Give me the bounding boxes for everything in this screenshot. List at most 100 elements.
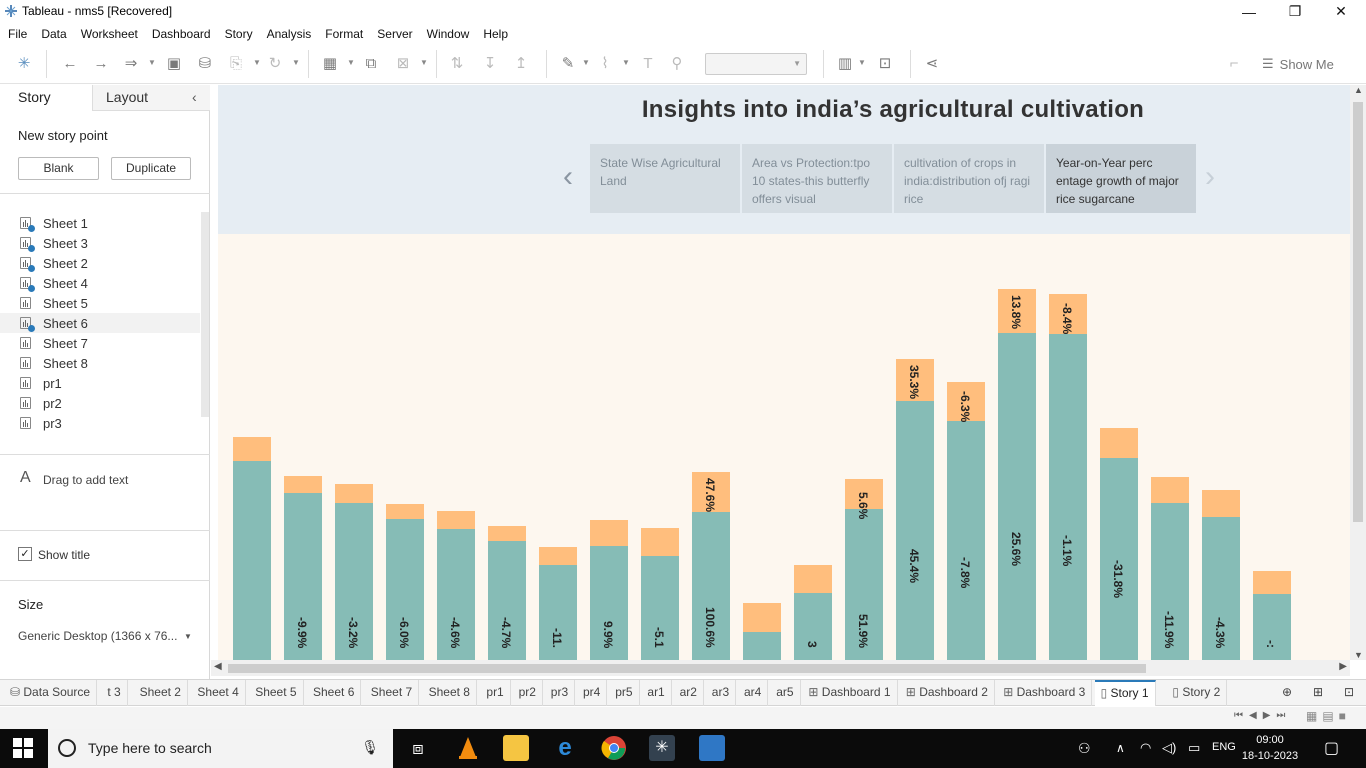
presentation-icon[interactable]: ⊡ [878, 55, 892, 72]
bar-segment-base[interactable] [1253, 594, 1291, 660]
bar-segment-top[interactable] [1151, 477, 1189, 503]
menu-format[interactable]: Format [325, 26, 364, 41]
menu-analysis[interactable]: Analysis [266, 26, 312, 41]
bar-segment-top[interactable] [947, 381, 985, 421]
windows-start-icon[interactable] [12, 737, 34, 759]
cards-icon[interactable]: ▥ [837, 55, 853, 72]
task-view-icon[interactable]: ⧈ [412, 738, 424, 758]
story-point-4[interactable]: Year-on-Year perc entage growth of major… [1046, 144, 1196, 213]
menu-window[interactable]: Window [426, 26, 470, 41]
people-icon[interactable]: ⚇ [1078, 740, 1091, 756]
duplicate-sheet-icon[interactable]: ⧉ [365, 55, 377, 72]
fit-dropdown[interactable]: ▼ [705, 53, 807, 75]
bar-segment-top[interactable] [1049, 294, 1087, 334]
size-dropdown[interactable]: Generic Desktop (1366 x 76... [18, 629, 178, 643]
sheet-tab[interactable]: ⊞ Dashboard 3 [997, 680, 1093, 706]
sheet-list-item[interactable]: Sheet 1 [0, 213, 200, 233]
sheet-tab[interactable]: ▯ Story 1 [1094, 680, 1156, 706]
photos-icon[interactable] [699, 735, 725, 761]
sheet-list-item[interactable]: pr3 [0, 413, 200, 433]
chevron-down-icon[interactable]: ▼ [184, 632, 192, 641]
bar-segment-top[interactable] [437, 511, 475, 529]
sheet-tab[interactable]: pr5 [609, 680, 640, 706]
sheet-list-item[interactable]: Sheet 6 [0, 313, 200, 333]
save-icon[interactable]: ▣ [166, 55, 182, 72]
menu-worksheet[interactable]: Worksheet [80, 26, 138, 41]
taskbar-search-box[interactable]: 🎙 [48, 729, 393, 768]
redo-icon[interactable]: → [93, 55, 109, 72]
bar-segment-base[interactable] [743, 631, 781, 660]
bar-segment-base[interactable] [233, 461, 271, 660]
next-story-point-icon[interactable]: › [1205, 160, 1215, 193]
close-button[interactable]: ✕ [1335, 3, 1347, 19]
new-story-icon[interactable]: ⊡ [1344, 685, 1355, 699]
sheet-tab[interactable]: ⛁ Data Source [4, 680, 98, 706]
show-title-checkbox[interactable]: ✓ [18, 547, 32, 561]
refresh-icon[interactable]: ↻ [268, 55, 282, 72]
pause-updates-icon[interactable]: ⎘ [229, 55, 242, 72]
swap-icon[interactable]: ⇅ [450, 55, 464, 72]
tab-layout[interactable]: Layout [92, 85, 210, 111]
clear-sheet-icon[interactable]: ⊠ [396, 55, 410, 72]
sheet-list-item[interactable]: pr2 [0, 393, 200, 413]
bar-segment-top[interactable] [1202, 490, 1240, 517]
sheet-list-scrollbar[interactable] [201, 212, 209, 417]
bar-segment-base[interactable] [335, 502, 373, 660]
notifications-icon[interactable]: ▢ [1324, 740, 1340, 757]
bar-segment-top[interactable] [539, 546, 577, 565]
chevron-up-icon[interactable]: ∧ [1116, 741, 1125, 755]
menu-server[interactable]: Server [377, 26, 413, 41]
previous-story-point-icon[interactable]: ‹ [563, 160, 573, 193]
collapse-pane-icon[interactable]: ‹ [192, 89, 197, 105]
bar-segment-top[interactable] [1253, 571, 1291, 594]
sheet-tab[interactable]: ar4 [738, 680, 769, 706]
story-point-1[interactable]: State Wise Agricultural Land [590, 144, 740, 213]
tab-story[interactable]: Story [18, 89, 51, 105]
show-me-button[interactable]: ☰ Show Me [1262, 54, 1334, 74]
sort-desc-icon[interactable]: ↥ [514, 55, 528, 72]
bar-segment-base[interactable] [896, 400, 934, 660]
bar-segment-base[interactable] [539, 564, 577, 660]
bar-segment-top[interactable] [386, 503, 424, 519]
sheet-tab[interactable]: ar1 [641, 680, 672, 706]
wifi-icon[interactable]: ◠ [1140, 740, 1152, 755]
bar-segment-top[interactable] [590, 520, 628, 546]
blank-button[interactable]: Blank [18, 157, 99, 180]
bar-segment-base[interactable] [845, 509, 883, 660]
sheet-tab[interactable]: pr1 [480, 680, 511, 706]
sheet-tab[interactable]: Sheet 8 [423, 680, 477, 706]
sheet-list-item[interactable]: Sheet 3 [0, 233, 200, 253]
tableau-home-icon[interactable]: ✳ [17, 55, 31, 72]
battery-icon[interactable]: ▭ [1188, 740, 1201, 755]
bar-segment-base[interactable] [1100, 458, 1138, 660]
canvas-vertical-scrollbar[interactable]: ▲ ▼ [1350, 85, 1366, 660]
sheet-tab[interactable]: pr2 [513, 680, 543, 706]
new-data-source-icon[interactable]: ⛁ [198, 55, 212, 72]
pin-icon[interactable]: ⚲ [671, 55, 683, 72]
sheet-tab[interactable]: pr4 [577, 680, 608, 706]
language-indicator[interactable]: ENG [1212, 741, 1236, 753]
chrome-icon[interactable] [601, 735, 627, 761]
sheet-tab[interactable]: ⊞ Dashboard 1 [802, 680, 898, 706]
vlc-icon[interactable] [455, 735, 481, 761]
sheet-list-item[interactable]: Sheet 8 [0, 353, 200, 373]
sort-asc-icon[interactable]: ↧ [483, 55, 497, 72]
bar-segment-top[interactable] [845, 479, 883, 510]
sheet-list-item[interactable]: Sheet 4 [0, 273, 200, 293]
story-point-3[interactable]: cultivation of crops in india:distributi… [894, 144, 1044, 213]
story-point-2[interactable]: Area vs Protection:tpo 10 states-this bu… [742, 144, 892, 213]
tableau-app-icon[interactable]: ✳ [649, 735, 675, 761]
bar-segment-base[interactable] [998, 332, 1036, 660]
new-worksheet-icon[interactable]: ⊕ [1282, 685, 1293, 699]
drag-to-add-text[interactable]: Drag to add text [43, 473, 129, 487]
bar-segment-top[interactable] [335, 483, 373, 503]
sheet-list-item[interactable]: pr1 [0, 373, 200, 393]
sheet-tab[interactable]: ⊞ Dashboard 2 [900, 680, 995, 706]
bar-segment-base[interactable] [284, 493, 322, 660]
labels-icon[interactable]: T [643, 55, 653, 72]
bar-segment-top[interactable] [233, 436, 271, 462]
sheet-tab[interactable]: ar3 [706, 680, 737, 706]
share-icon[interactable]: ⋖ [925, 55, 939, 72]
clock[interactable]: 09:00 18-10-2023 [1240, 732, 1300, 764]
menu-help[interactable]: Help [483, 26, 508, 41]
